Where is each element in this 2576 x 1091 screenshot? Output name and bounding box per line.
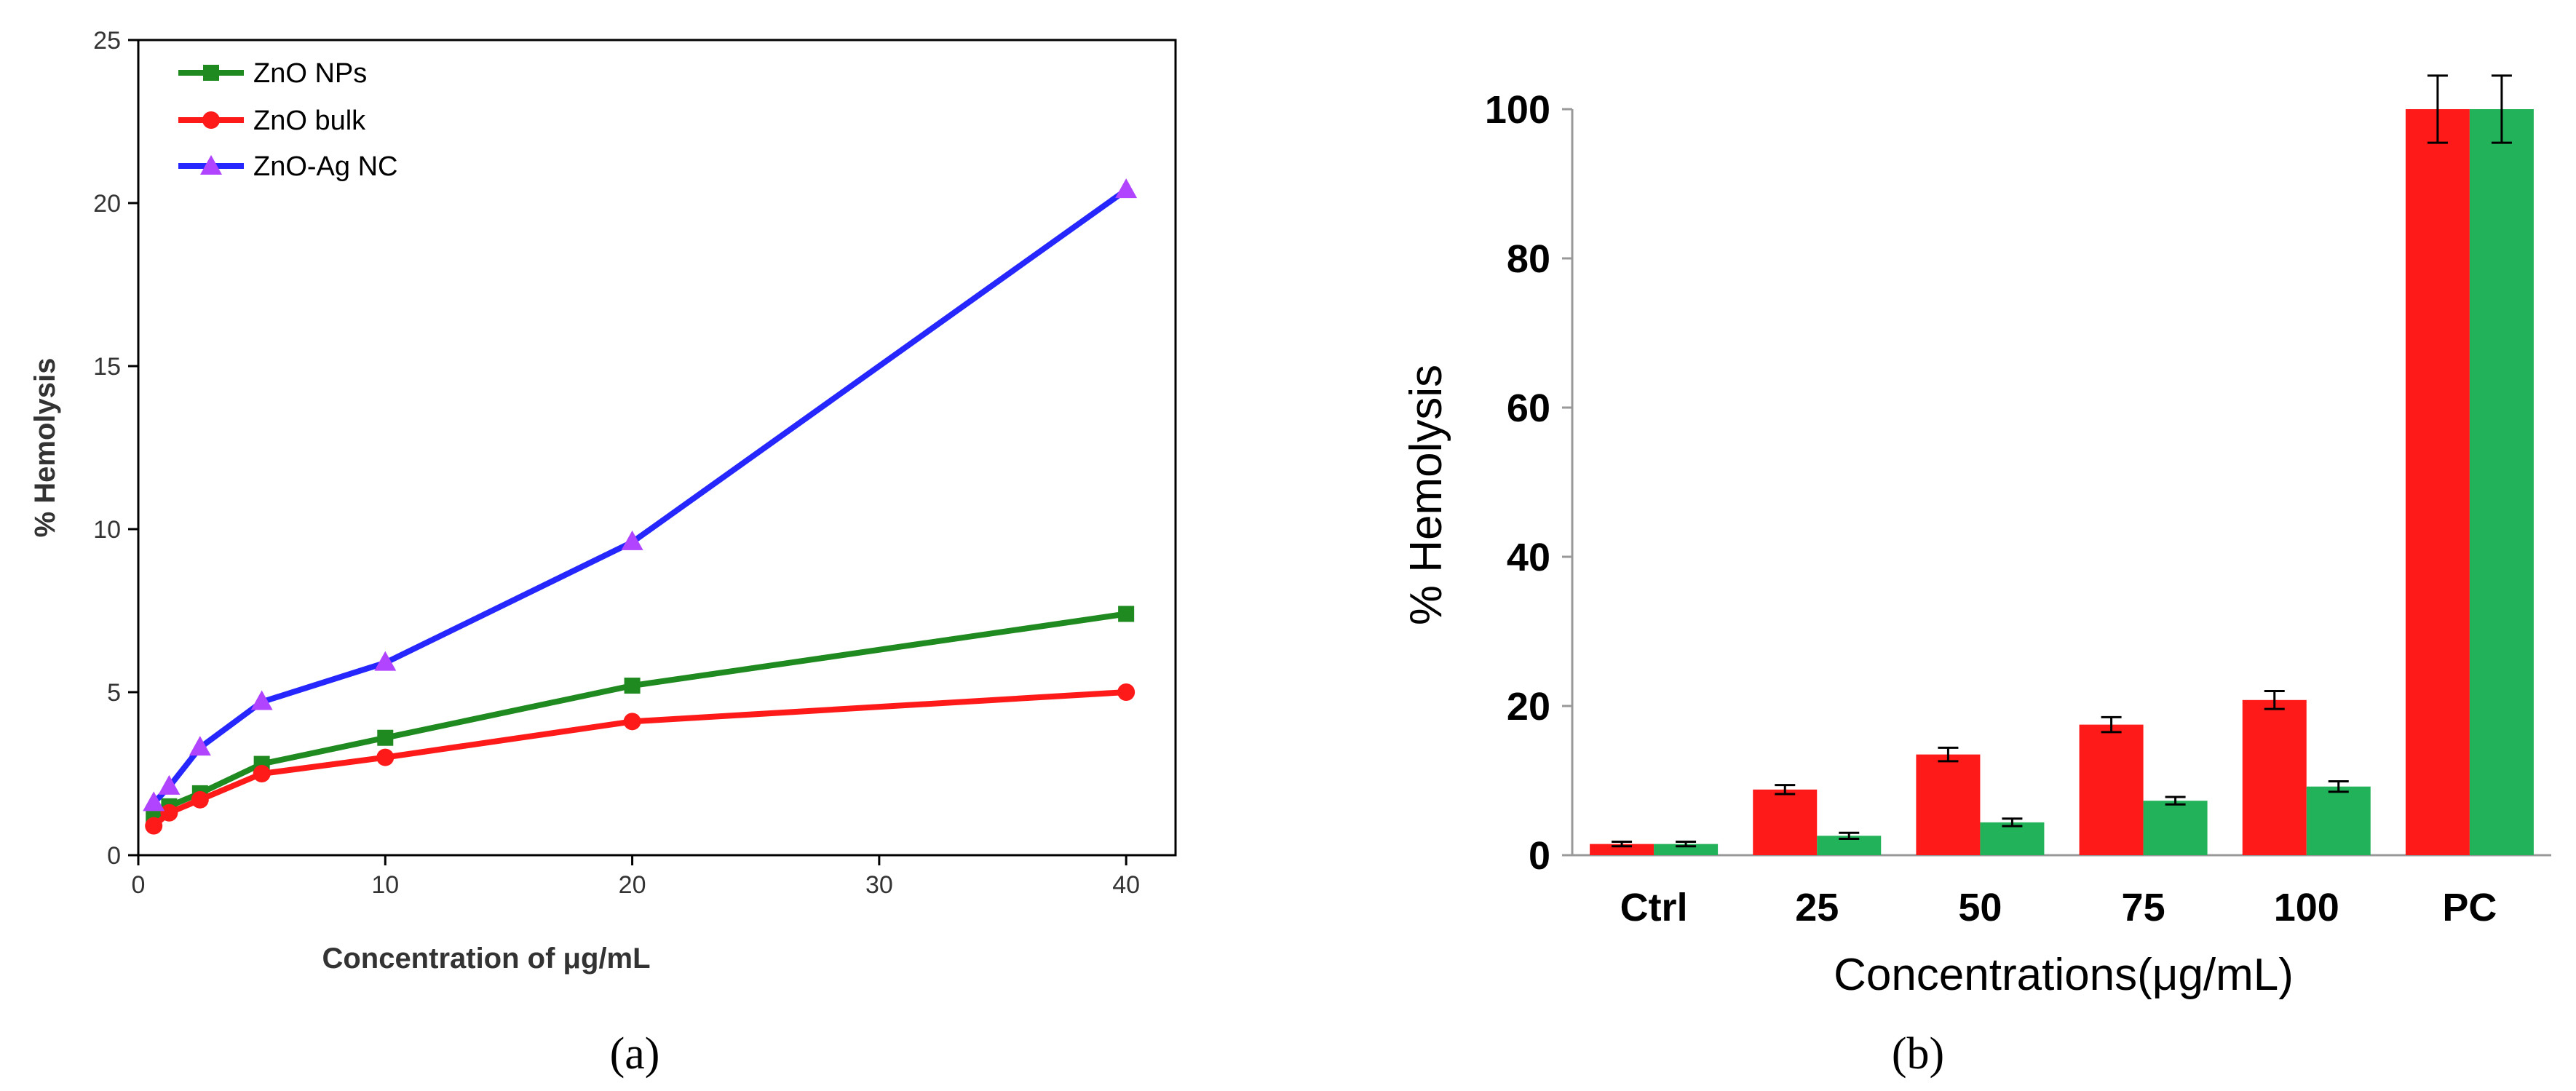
b-y-axis-ticks: 0 20 40 60 80 100 (1485, 88, 1572, 878)
legend-marker-circle (202, 111, 220, 129)
b-y-tick-label: 100 (1485, 88, 1550, 132)
b-y-tick-label: 40 (1507, 536, 1550, 579)
b-y-tick-label: 60 (1507, 386, 1550, 430)
bar-chart-panel-b: 0 20 40 60 80 100 Ctrl 25 50 75 100 PC Concentrati… (1401, 74, 2551, 1000)
legend-label-zno-nps: ZnO NPs (253, 58, 367, 89)
a-series-group (143, 178, 1138, 835)
b-x-tick-label: 75 (2122, 886, 2165, 929)
a-y-tick-label: 5 (107, 679, 121, 707)
a-legend: ZnO NPs ZnO bulk ZnO-Ag NC (178, 58, 397, 182)
bar-pc-s1 (2405, 109, 2470, 855)
b-x-axis-ticks: Ctrl 25 50 75 100 PC (1620, 886, 2497, 929)
legend-marker-triangle (200, 155, 222, 175)
a-x-tick-label: 0 (132, 871, 146, 899)
legend-label-zno-bulk: ZnO bulk (253, 106, 366, 136)
b-y-axis-label: % Hemolysis (1401, 365, 1451, 625)
line-chart-panel-a: 0 5 10 15 20 25 0 10 20 30 40 ZnO NPs ZnO bulk Zn… (29, 27, 1177, 975)
data-point-zno-ag-nc (250, 690, 273, 710)
bar-50-s1 (1916, 754, 1981, 855)
a-x-tick-label: 20 (619, 871, 646, 899)
data-point-zno-ag-nc (621, 530, 643, 550)
a-x-tick-label: 40 (1112, 871, 1140, 899)
b-x-tick-label: PC (2442, 886, 2497, 929)
data-point-zno-ag-nc (374, 651, 397, 671)
b-x-axis-label: Concentrations(μg/mL) (1834, 950, 2294, 1000)
data-point-zno-bulk (1117, 683, 1136, 701)
b-x-tick-label: 50 (1958, 886, 2002, 929)
data-point-zno-nps (1118, 606, 1135, 622)
data-point-zno-ag-nc (158, 774, 181, 795)
data-point-zno-nps (624, 678, 641, 694)
b-y-tick-label: 20 (1507, 685, 1550, 729)
data-point-zno-bulk (253, 765, 271, 782)
data-point-zno-ag-nc (189, 736, 211, 756)
bar-75-s2 (2143, 801, 2208, 855)
bar-pc-s2 (2469, 109, 2534, 855)
a-y-tick-label: 10 (93, 516, 121, 544)
data-point-zno-bulk (160, 804, 178, 822)
a-y-tick-label: 15 (93, 353, 121, 381)
data-point-zno-bulk (623, 713, 641, 731)
a-x-axis-ticks: 0 10 20 30 40 (132, 855, 1140, 899)
a-y-tick-label: 20 (93, 190, 121, 218)
b-x-tick-label: 25 (1795, 886, 1839, 929)
b-bars-group (1590, 74, 2534, 855)
data-point-zno-ag-nc (143, 791, 165, 812)
legend-marker-square (203, 65, 219, 81)
panel-b-caption: (b) (1892, 1029, 1944, 1079)
a-y-axis-ticks: 0 5 10 15 20 25 (93, 27, 138, 870)
data-point-zno-bulk (191, 790, 209, 809)
a-x-tick-label: 30 (865, 871, 893, 899)
b-x-tick-label: 100 (2274, 886, 2339, 929)
data-point-zno-nps (377, 729, 394, 746)
a-y-tick-label: 25 (93, 27, 121, 55)
bar-ctrl-s2 (1654, 844, 1719, 855)
plot-a-frame (137, 39, 1177, 857)
data-point-zno-ag-nc (1115, 178, 1138, 199)
data-point-zno-bulk (145, 817, 163, 835)
bar-50-s2 (1980, 822, 2045, 855)
bar-75-s1 (2079, 724, 2144, 855)
panel-a-caption: (a) (610, 1029, 660, 1079)
b-x-tick-label: Ctrl (1620, 886, 1688, 929)
b-y-tick-label: 0 (1529, 834, 1550, 878)
b-y-tick-label: 80 (1507, 237, 1550, 281)
a-y-axis-label: % Hemolysis (29, 358, 61, 538)
bar-100-s2 (2306, 786, 2371, 855)
legend-label-zno-ag-nc: ZnO-Ag NC (253, 151, 397, 182)
bar-ctrl-s1 (1590, 844, 1654, 855)
a-x-axis-label: Concentration of μg/mL (322, 943, 650, 975)
bar-25-s1 (1753, 789, 1818, 855)
a-x-tick-label: 10 (371, 871, 399, 899)
bar-100-s1 (2242, 699, 2307, 855)
a-y-tick-label: 0 (107, 842, 121, 870)
data-point-zno-bulk (376, 748, 395, 766)
